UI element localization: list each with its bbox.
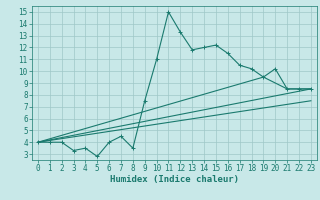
X-axis label: Humidex (Indice chaleur): Humidex (Indice chaleur) bbox=[110, 175, 239, 184]
